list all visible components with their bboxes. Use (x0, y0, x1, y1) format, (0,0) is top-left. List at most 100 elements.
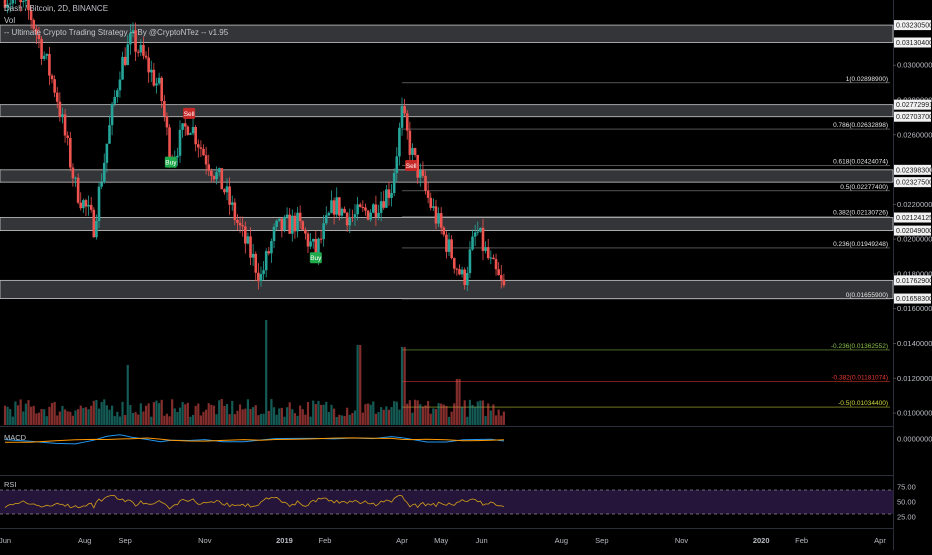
candle-body (210, 171, 213, 176)
candle-body (163, 101, 166, 116)
volume-bar (25, 404, 27, 425)
volume-bar (229, 414, 231, 425)
candle-body (103, 163, 106, 183)
candle-body (440, 213, 443, 227)
volume-bar (281, 408, 283, 425)
time-axis-label: Jun (476, 536, 488, 545)
volume-bar (54, 402, 56, 425)
volume-bar (375, 414, 377, 425)
candle-body (181, 123, 184, 130)
volume-bar (299, 406, 301, 425)
volume-bar (398, 410, 400, 425)
candle-body (69, 138, 72, 168)
candle-body (474, 232, 477, 236)
signal-label: Buy (165, 160, 177, 167)
volume-bar (380, 407, 382, 425)
candle-body (286, 215, 289, 217)
volume-bar (239, 404, 241, 425)
candle-body (278, 219, 281, 221)
candle-body (85, 200, 88, 206)
candle-body (419, 170, 422, 178)
volume-bar (440, 404, 442, 425)
volume-bar (482, 400, 484, 425)
volume-bar (168, 416, 170, 425)
candle-body (445, 235, 448, 252)
candle-body (113, 97, 116, 104)
candle-body (140, 45, 143, 53)
volume-bar (443, 405, 445, 425)
signal-label: Sell (184, 111, 195, 118)
volume-bar (474, 407, 476, 425)
time-axis-label: Aug (78, 536, 91, 545)
candle-body (218, 168, 221, 172)
fib-level-label: 1(0.02898900) (846, 76, 888, 83)
candle-body (223, 189, 226, 192)
volume-bar (51, 403, 53, 425)
volume-bar (317, 401, 319, 425)
volume-bar (205, 410, 207, 425)
volume-bar (464, 400, 466, 425)
candle-body (424, 176, 427, 191)
volume-bar (432, 408, 434, 425)
volume-bar (161, 400, 163, 425)
volume-legend: Vol (4, 16, 15, 25)
volume-bar (372, 401, 374, 425)
candle-body (202, 149, 205, 155)
price-tag-label: 0.01658300 (896, 296, 932, 303)
volume-bar (163, 416, 165, 425)
candle-body (257, 273, 260, 281)
candle-body (482, 228, 485, 251)
candle-body (362, 207, 365, 208)
candle-body (458, 269, 461, 274)
volume-bar (192, 415, 194, 425)
candle-body (270, 241, 273, 253)
candle-body (155, 84, 158, 86)
volume-bar (77, 409, 79, 425)
volume-bar (458, 379, 460, 425)
candle-body (226, 186, 229, 192)
candle-body (330, 200, 333, 213)
volume-bar (343, 416, 345, 425)
fib-level-label: -0.5(0.01034400) (838, 400, 888, 407)
candle-body (215, 172, 218, 179)
candle-body (207, 164, 210, 170)
candle-body (82, 200, 85, 208)
candle-body (307, 234, 310, 247)
candle-body (288, 215, 291, 234)
volume-bar (137, 414, 139, 425)
volume-bar (370, 405, 372, 425)
volume-bar (40, 409, 42, 425)
volume-bar (430, 414, 432, 425)
volume-bar (38, 413, 40, 425)
candle-body (87, 205, 90, 207)
volume-bar (195, 406, 197, 425)
volume-bar (121, 402, 123, 425)
candle-body (382, 201, 385, 208)
candle-body (429, 198, 432, 208)
volume-bar (302, 409, 304, 425)
candle-body (228, 186, 231, 204)
candle-body (268, 251, 271, 253)
candle-body (205, 155, 208, 164)
macd-pane-label: MACD (4, 433, 26, 442)
volume-bar (215, 414, 217, 425)
fib-level-label: 0.786(0.02632898) (833, 122, 888, 129)
candle-body (461, 270, 464, 275)
candle-body (328, 213, 331, 215)
volume-bar (93, 401, 95, 425)
candle-body (252, 254, 255, 258)
macd-axis-label: 0.00000000 (897, 435, 932, 444)
candle-body (111, 104, 114, 125)
candle-body (124, 57, 127, 65)
candle-body (335, 197, 338, 214)
candle-body (56, 93, 59, 102)
candle-body (64, 114, 67, 135)
fib-level-label: 0.618(0.02424074) (833, 158, 888, 165)
candle-body (95, 221, 98, 237)
candle-body (197, 144, 200, 147)
candle-body (495, 259, 498, 269)
volume-bar (448, 417, 450, 425)
volume-bar (289, 402, 291, 425)
